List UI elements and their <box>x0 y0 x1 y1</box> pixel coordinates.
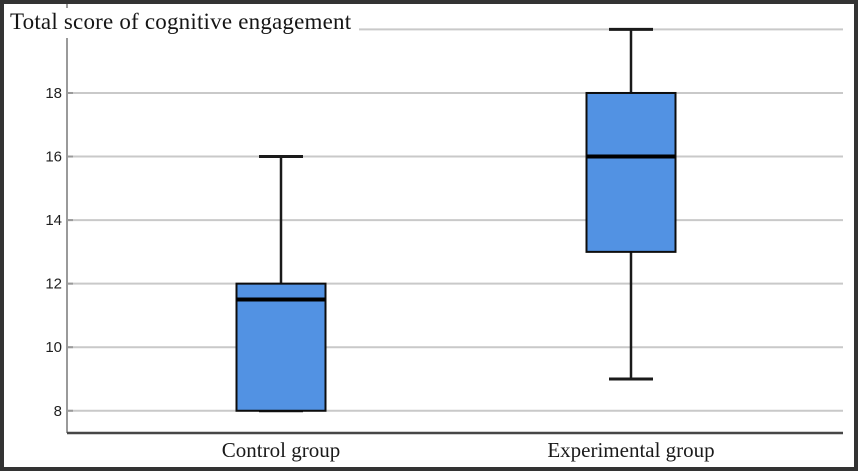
box <box>585 91 677 253</box>
y-tick-label: 8 <box>54 403 62 420</box>
y-tick-label: 16 <box>45 149 62 166</box>
category-label: Control group <box>221 438 341 462</box>
category-label: Experimental group <box>547 438 715 462</box>
y-tick-label: 14 <box>45 212 62 229</box>
y-tick-label: 18 <box>45 85 62 102</box>
y-tick-label: 12 <box>45 276 62 293</box>
y-tick-label: 10 <box>45 339 62 356</box>
box <box>235 282 327 412</box>
chart-title: Total score of cognitive engagement <box>8 8 360 38</box>
